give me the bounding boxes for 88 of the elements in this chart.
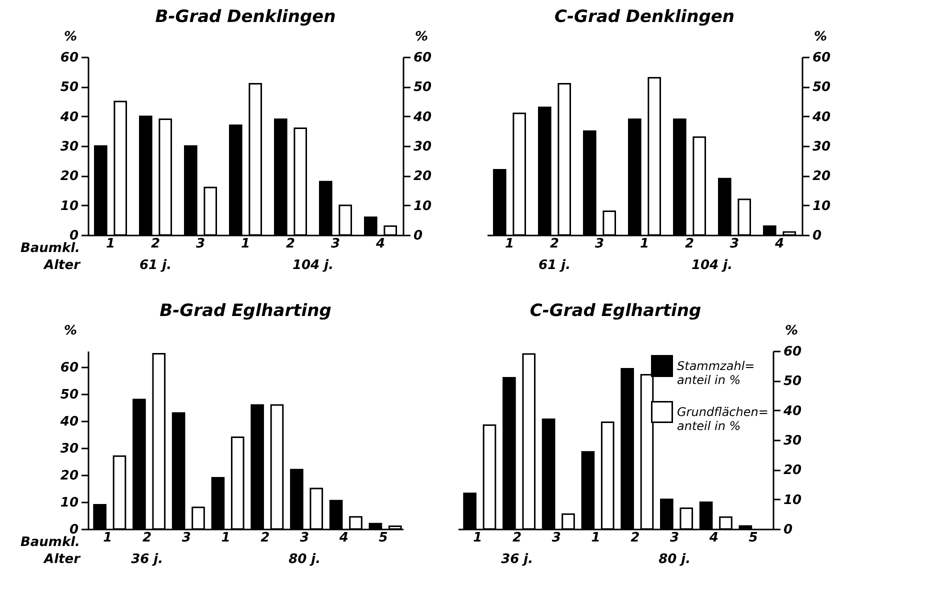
x-tick-label: 3 (552, 530, 561, 546)
x-tick-label: 3 (330, 236, 340, 252)
y2-tick-label: 0 (414, 228, 423, 244)
y-tick-label: 50 (60, 388, 78, 403)
x-tick-label: 3 (730, 236, 740, 252)
y2-tick-label: 0 (784, 522, 793, 538)
y2-tick-label: 60 (784, 344, 802, 360)
x-tick-label: 4 (774, 236, 784, 252)
y2-tick-label: 40 (812, 110, 831, 125)
y2-axis-title: % (414, 30, 428, 44)
x-tick-label: 2 (630, 530, 640, 546)
chart-title: C-Grad Denklingen (554, 7, 735, 27)
x-tick-label: 4 (374, 236, 386, 252)
y-tick-label: 60 (60, 360, 78, 376)
y2-axis-title: % (814, 30, 828, 44)
y2-tick-label: 30 (812, 140, 831, 154)
x-tick-label: 2 (142, 530, 152, 546)
y-tick-label: 40 (59, 414, 78, 430)
y2-tick-label: 30 (784, 434, 802, 448)
text: 61 j. (538, 258, 571, 273)
y2-tick-label: 40 (412, 110, 432, 125)
y2-tick-label: 50 (414, 80, 432, 96)
x-tick-label: 2 (512, 530, 522, 546)
chart-title: C-Grad Eglharting (530, 301, 702, 321)
y-tick-label: 20 (60, 468, 78, 484)
x-tick-label: 1 (640, 236, 650, 252)
x-tick-label: 1 (106, 236, 116, 252)
x-tick-label: 4 (338, 530, 348, 546)
y-tick-label: 10 (60, 496, 78, 511)
text: 61 j. (139, 258, 172, 273)
text: Baumkl. (20, 241, 80, 256)
x-tick-label: 3 (182, 530, 191, 546)
x-tick-label: 5 (378, 530, 388, 546)
legend-label: Grundflächen= anteil in % (677, 405, 768, 433)
y-axis-title: % (64, 324, 78, 338)
x-tick-label: 1 (504, 236, 514, 252)
y2-tick-label: 10 (784, 492, 802, 508)
y-tick-label: 0 (69, 522, 78, 538)
y2-axis-title: % (784, 324, 798, 338)
y-axis-title: % (64, 30, 78, 44)
y2-tick-label: 50 (812, 80, 831, 96)
y-tick-label: 60 (60, 50, 78, 66)
text: 80 j. (658, 552, 691, 567)
y2-tick-label: 10 (812, 198, 831, 214)
x-tick-label: 2 (684, 236, 694, 252)
x-tick-label: 1 (103, 530, 112, 546)
y-tick-label: 30 (60, 442, 78, 457)
x-tick-label: 2 (260, 530, 270, 546)
x-tick-label: 3 (594, 236, 604, 252)
y2-tick-label: 10 (414, 198, 432, 214)
x-tick-label: 1 (473, 530, 482, 546)
y2-tick-label: 60 (812, 50, 831, 66)
y2-tick-label: 40 (782, 404, 802, 419)
x-tick-label: 4 (708, 530, 718, 546)
y-tick-label: 30 (60, 140, 78, 154)
y-tick-label: 0 (69, 228, 78, 244)
legend-label: Stammzahl= anteil in % (677, 359, 755, 387)
chart-title: B-Grad Denklingen (155, 7, 336, 27)
y-tick-label: 20 (60, 169, 78, 184)
y2-tick-label: 20 (784, 463, 802, 478)
y2-tick-label: 20 (812, 169, 831, 184)
x-tick-label: 5 (748, 530, 758, 546)
x-tick-label: 3 (300, 530, 310, 546)
y2-tick-label: 20 (414, 169, 432, 184)
text: Baumkl. (20, 535, 80, 550)
text: 36 j. (501, 552, 534, 567)
x-tick-label: 1 (240, 236, 250, 252)
x-tick-label: 2 (286, 236, 296, 252)
x-tick-label: 3 (670, 530, 680, 546)
text: 104 j. (691, 258, 733, 273)
y-tick-label: 50 (60, 80, 78, 96)
text: Alter (43, 552, 82, 567)
text: Alter (43, 258, 82, 273)
y2-tick-label: 50 (784, 374, 802, 390)
text: 80 j. (288, 552, 321, 567)
x-tick-label: 3 (196, 236, 206, 252)
y-tick-label: 10 (60, 198, 78, 214)
x-tick-label: 2 (550, 236, 560, 252)
x-tick-label: 1 (591, 530, 600, 546)
x-tick-label: 1 (221, 530, 230, 546)
x-tick-label: 2 (150, 236, 160, 252)
text: 36 j. (131, 552, 164, 567)
y2-tick-label: 0 (812, 228, 822, 244)
chart-title: B-Grad Eglharting (160, 301, 332, 321)
y-tick-label: 40 (59, 110, 78, 125)
y2-tick-label: 60 (414, 50, 432, 66)
y2-tick-label: 30 (414, 140, 432, 154)
text: 104 j. (292, 258, 334, 273)
